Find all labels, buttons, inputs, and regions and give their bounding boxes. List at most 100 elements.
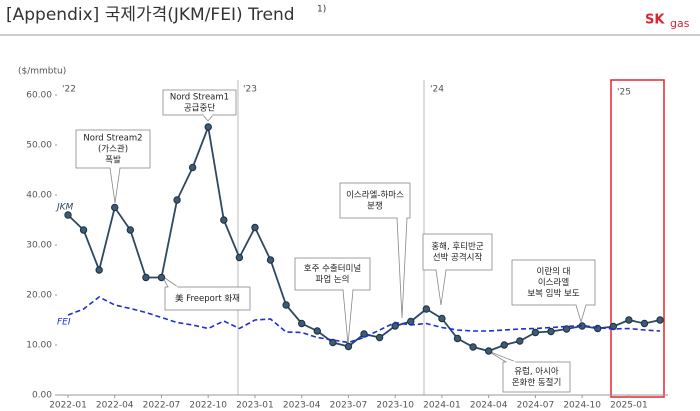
callout-pointer xyxy=(575,304,587,324)
series-marker xyxy=(282,301,290,309)
callout-text: Nord Stream1 xyxy=(170,93,229,103)
year-label: '25 xyxy=(617,88,631,98)
callout-pointer xyxy=(487,350,517,363)
x-tick-label: 2022-04 xyxy=(96,401,134,411)
x-tick-label: 2024-10 xyxy=(563,401,601,411)
series-marker xyxy=(266,256,275,264)
callout-box xyxy=(162,89,237,116)
x-tick-label: 2024-01 xyxy=(423,401,461,411)
series-marker xyxy=(375,333,384,342)
series-marker xyxy=(173,196,181,204)
callout-text: 美 Freeport 화재 xyxy=(175,293,240,304)
x-tick-label: 2022-07 xyxy=(143,401,181,411)
x-tick-label: 2024-07 xyxy=(517,401,555,411)
year-label: '24 xyxy=(430,85,444,95)
y-tick-label: 30.00 xyxy=(26,241,52,251)
callout-text: 보복 임박 보도 xyxy=(527,288,580,299)
series-marker xyxy=(157,273,166,282)
callout-text: 이스라엘 xyxy=(538,277,569,288)
callout-pointer xyxy=(342,289,354,345)
series-marker xyxy=(547,327,555,336)
callout-text: 호주 수출터미널 xyxy=(304,263,361,274)
series-marker xyxy=(391,322,399,330)
series-marker xyxy=(656,316,664,324)
highlight-box xyxy=(610,79,665,398)
callout-pointer xyxy=(435,269,447,306)
callout-pointer xyxy=(396,217,408,319)
callout-pointer xyxy=(202,114,214,122)
series-marker xyxy=(531,328,540,337)
series-marker xyxy=(298,319,306,328)
x-tick-label: 2023-07 xyxy=(330,401,368,411)
y-tick-label: 10.00 xyxy=(26,341,52,351)
y-tick-label: 20.00 xyxy=(26,291,52,301)
y-tick-label: 0.00 xyxy=(32,391,52,401)
callout-text: 공급중단 xyxy=(184,103,215,114)
callout-box xyxy=(511,259,596,306)
callout-text: 유럽, 아시아 xyxy=(514,366,559,377)
year-label: '22 xyxy=(62,85,76,95)
logo-sk: SK xyxy=(645,13,665,28)
series-marker xyxy=(500,341,508,349)
x-tick-label: 2025-01 xyxy=(610,401,648,411)
callout-text: 이란의 대 xyxy=(537,266,571,277)
x-tick-label: 2022-10 xyxy=(189,401,227,411)
callout-seam xyxy=(168,286,178,288)
series-marker xyxy=(484,347,493,355)
callout-box xyxy=(164,286,251,311)
series-label: FEI xyxy=(57,318,71,328)
callout-text: Nord Stream2 xyxy=(83,134,142,144)
callout-seam xyxy=(110,167,120,169)
series-marker xyxy=(142,273,150,282)
series-marker xyxy=(469,343,477,351)
callout-text: 분쟁 xyxy=(367,201,383,212)
callout-text: (가스관) xyxy=(98,144,128,155)
y-tick-label: 40.00 xyxy=(26,191,52,201)
series-line xyxy=(67,296,661,344)
series-marker xyxy=(111,203,119,212)
series-marker xyxy=(360,330,368,338)
series-marker xyxy=(453,334,462,343)
x-tick-label: 2023-10 xyxy=(376,401,414,411)
series-marker xyxy=(235,253,244,262)
series-marker xyxy=(313,327,321,335)
y-tick-label: 50.00 xyxy=(26,141,52,151)
x-tick-label: 2023-04 xyxy=(283,401,321,411)
series-marker xyxy=(126,226,135,234)
series-marker xyxy=(251,223,259,232)
callout-box xyxy=(294,257,371,291)
callout-text: 파업 논의 xyxy=(316,274,350,285)
series-marker xyxy=(422,305,431,313)
callout-box xyxy=(422,233,493,271)
series-marker xyxy=(79,226,88,234)
callout-pointer xyxy=(109,167,121,204)
series-marker xyxy=(594,324,602,333)
series-marker xyxy=(640,319,649,328)
callout-seam xyxy=(576,304,586,306)
callout-box xyxy=(75,129,151,169)
x-tick-label: 2024-04 xyxy=(470,401,508,411)
logo-gas: gas xyxy=(670,17,690,30)
series-marker xyxy=(407,317,415,326)
series-marker xyxy=(344,342,353,351)
callout-seam xyxy=(343,289,353,291)
callout-text: 폭발 xyxy=(105,155,121,166)
series-marker xyxy=(438,314,446,323)
series-marker xyxy=(516,337,524,345)
callout-box xyxy=(339,182,411,219)
title-superscript: 1) xyxy=(317,5,326,15)
x-tick-label: 2022-01 xyxy=(49,401,87,411)
series-label: JKM xyxy=(55,203,74,213)
series-marker xyxy=(64,211,72,219)
callout-text: 선박 공격시작 xyxy=(433,252,483,263)
year-label: '23 xyxy=(243,85,257,95)
x-tick-label: 2023-01 xyxy=(236,401,274,411)
callout-seam xyxy=(436,269,446,271)
y-axis-label: ($/mmbtu) xyxy=(18,67,66,77)
callout-seam xyxy=(506,361,516,363)
y-tick-label: 60.00 xyxy=(26,91,52,101)
series-marker xyxy=(188,163,197,172)
series-marker xyxy=(220,216,228,224)
series-marker xyxy=(204,123,212,131)
